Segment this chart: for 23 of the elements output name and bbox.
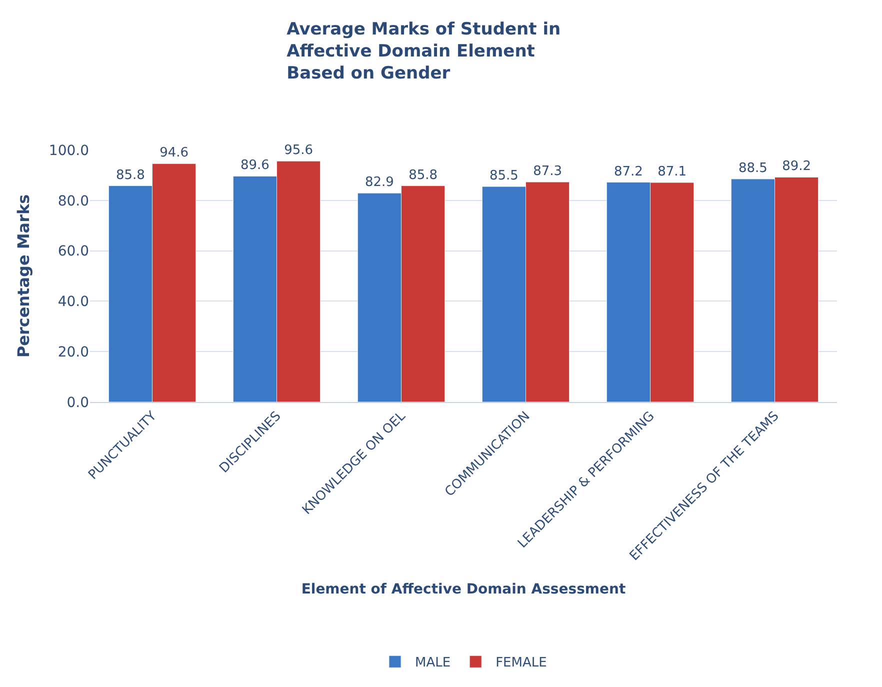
- data-label: 95.6: [284, 143, 314, 158]
- data-label: 85.8: [116, 168, 145, 183]
- x-axis-title: Element of Affective Domain Assessment: [301, 581, 626, 598]
- data-label: 87.1: [658, 164, 687, 180]
- y-tick-label: 0.0: [66, 394, 89, 411]
- y-axis-title: Percentage Marks: [14, 194, 33, 358]
- y-tick-label: 20.0: [58, 344, 89, 360]
- data-label: 89.2: [782, 159, 812, 174]
- data-label: 88.5: [738, 160, 768, 176]
- data-label: 87.3: [533, 164, 562, 179]
- legend-label: FEMALE: [496, 656, 547, 671]
- chart-title: Average Marks of Student in Affective Domain Element Based on Gender: [286, 19, 561, 84]
- data-label: 87.2: [614, 164, 643, 180]
- y-tick-label: 40.0: [58, 294, 89, 310]
- legend-label: MALE: [415, 656, 451, 671]
- y-tick-label: 100.0: [48, 142, 89, 159]
- data-label: 85.5: [489, 168, 518, 184]
- data-label: 89.6: [240, 158, 270, 174]
- y-tick-label: 80.0: [58, 193, 89, 210]
- data-label: 94.6: [160, 146, 189, 161]
- data-label: 82.9: [364, 175, 394, 190]
- data-label: 85.8: [408, 168, 438, 183]
- y-tick-label: 60.0: [58, 244, 89, 260]
